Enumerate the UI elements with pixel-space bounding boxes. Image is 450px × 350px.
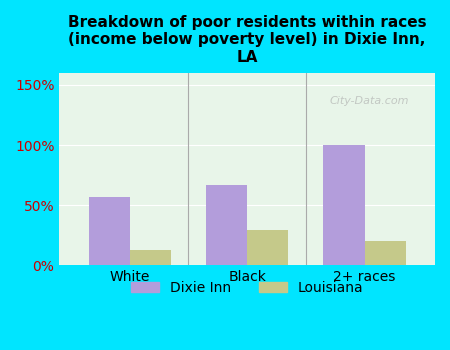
Bar	[324, 145, 365, 265]
Legend: Dixie Inn, Louisiana: Dixie Inn, Louisiana	[126, 275, 369, 301]
Bar	[206, 185, 247, 265]
Bar	[89, 197, 130, 265]
Bar	[130, 250, 171, 265]
Bar	[247, 230, 288, 265]
Bar	[364, 241, 405, 265]
Title: Breakdown of poor residents within races
(income below poverty level) in Dixie I: Breakdown of poor residents within races…	[68, 15, 427, 65]
Text: City-Data.com: City-Data.com	[330, 96, 410, 106]
